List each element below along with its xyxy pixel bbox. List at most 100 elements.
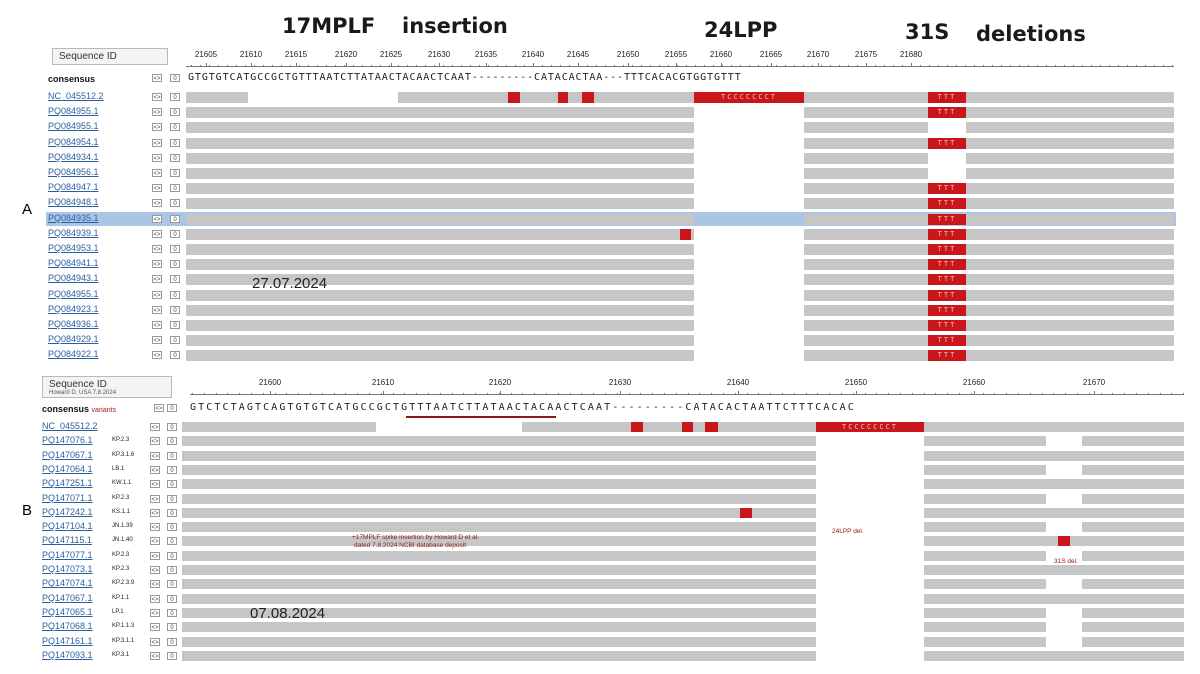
row-expand-control[interactable]: <> — [150, 508, 160, 517]
row-expand-control[interactable]: <> — [152, 275, 162, 284]
row-zero-control[interactable]: 0 — [170, 245, 180, 253]
row-expand-control[interactable]: <> — [152, 290, 162, 299]
sequence-id-link[interactable]: PQ084936.1 — [48, 319, 99, 329]
sequence-id-link[interactable]: PQ147064.1 — [42, 463, 93, 474]
row-expand-control[interactable]: <> — [152, 199, 162, 208]
sequence-id-link[interactable]: PQ084954.1 — [48, 136, 99, 147]
row-expand-control[interactable]: <> — [152, 245, 162, 253]
row-expand-control[interactable]: <> — [152, 153, 162, 162]
consensus-zero-control[interactable]: 0 — [167, 404, 177, 412]
row-zero-control[interactable]: 0 — [167, 423, 177, 431]
row-expand-control[interactable]: <> — [152, 336, 162, 345]
sequence-id-link[interactable]: PQ147067.1 — [42, 592, 93, 603]
row-zero-control[interactable]: 0 — [167, 465, 177, 474]
row-zero-control[interactable]: 0 — [167, 651, 177, 660]
row-expand-control[interactable]: <> — [150, 423, 160, 431]
row-expand-control[interactable]: <> — [150, 623, 160, 632]
row-zero-control[interactable]: 0 — [170, 123, 180, 132]
sequence-id-link[interactable]: PQ084956.1 — [48, 167, 99, 177]
row-expand-control[interactable]: <> — [150, 451, 160, 460]
row-zero-control[interactable]: 0 — [167, 437, 177, 446]
row-expand-control[interactable]: <> — [152, 184, 162, 193]
row-zero-control[interactable]: 0 — [170, 108, 180, 117]
sequence-id-link[interactable]: PQ147068.1 — [42, 621, 93, 632]
sequence-id-link[interactable]: PQ147115.1 — [42, 535, 92, 546]
row-zero-control[interactable]: 0 — [167, 623, 177, 632]
row-zero-control[interactable]: 0 — [170, 290, 180, 299]
row-zero-control[interactable]: 0 — [170, 336, 180, 345]
row-zero-control[interactable]: 0 — [170, 275, 180, 284]
sequence-id-button[interactable]: Sequence ID — [52, 48, 168, 65]
sequence-id-link[interactable]: PQ147161.1 — [42, 635, 93, 646]
sequence-id-link[interactable]: PQ147076.1 — [42, 435, 93, 446]
consensus-zero-control[interactable]: 0 — [170, 74, 180, 82]
sequence-id-link[interactable]: PQ084955.1 — [48, 288, 99, 299]
row-zero-control[interactable]: 0 — [167, 451, 177, 460]
consensus-expand-control[interactable]: <> — [152, 74, 162, 82]
sequence-id-link[interactable]: PQ147067.1 — [42, 449, 93, 460]
row-expand-control[interactable]: <> — [150, 637, 160, 646]
sequence-id-link[interactable]: PQ084922.1 — [48, 349, 99, 360]
row-zero-control[interactable]: 0 — [170, 351, 180, 360]
row-zero-control[interactable]: 0 — [167, 608, 177, 617]
row-expand-control[interactable]: <> — [152, 93, 162, 101]
row-expand-control[interactable]: <> — [150, 551, 160, 560]
sequence-id-link[interactable]: PQ147071.1 — [42, 492, 93, 503]
row-expand-control[interactable]: <> — [152, 214, 162, 223]
row-zero-control[interactable]: 0 — [170, 93, 180, 101]
row-expand-control[interactable]: <> — [150, 608, 160, 617]
row-expand-control[interactable]: <> — [150, 480, 160, 489]
sequence-id-link[interactable]: PQ147242.1 — [42, 506, 93, 517]
sequence-id-button[interactable]: Sequence ID Howard D. USA 7.8.2024 — [42, 376, 172, 398]
row-zero-control[interactable]: 0 — [167, 594, 177, 603]
sequence-id-link[interactable]: PQ147104.1 — [42, 521, 93, 532]
row-zero-control[interactable]: 0 — [167, 523, 177, 532]
row-expand-control[interactable]: <> — [152, 260, 162, 269]
row-zero-control[interactable]: 0 — [170, 214, 180, 223]
row-zero-control[interactable]: 0 — [170, 138, 180, 147]
row-expand-control[interactable]: <> — [150, 537, 160, 546]
row-zero-control[interactable]: 0 — [167, 508, 177, 517]
row-expand-control[interactable]: <> — [152, 123, 162, 132]
row-zero-control[interactable]: 0 — [167, 537, 177, 546]
row-zero-control[interactable]: 0 — [170, 260, 180, 269]
row-expand-control[interactable]: <> — [150, 523, 160, 532]
row-zero-control[interactable]: 0 — [170, 199, 180, 208]
row-expand-control[interactable]: <> — [152, 138, 162, 147]
row-zero-control[interactable]: 0 — [170, 169, 180, 177]
row-zero-control[interactable]: 0 — [167, 580, 177, 589]
row-expand-control[interactable]: <> — [150, 566, 160, 574]
sequence-id-link[interactable]: PQ084948.1 — [48, 197, 99, 208]
row-zero-control[interactable]: 0 — [170, 229, 180, 238]
row-expand-control[interactable]: <> — [150, 494, 160, 503]
sequence-id-link[interactable]: PQ147093.1 — [42, 649, 93, 660]
row-expand-control[interactable]: <> — [152, 305, 162, 314]
sequence-id-link[interactable]: PQ084934.1 — [48, 151, 99, 162]
sequence-id-link[interactable]: PQ084943.1 — [48, 273, 99, 284]
row-expand-control[interactable]: <> — [152, 169, 162, 177]
row-expand-control[interactable]: <> — [150, 580, 160, 589]
row-zero-control[interactable]: 0 — [170, 305, 180, 314]
sequence-id-link[interactable]: PQ147065.1 — [42, 606, 93, 617]
sequence-id-link[interactable]: PQ084955.1 — [48, 121, 99, 132]
row-zero-control[interactable]: 0 — [170, 184, 180, 193]
sequence-id-link[interactable]: PQ084939.1 — [48, 227, 99, 238]
row-zero-control[interactable]: 0 — [167, 480, 177, 489]
sequence-id-link[interactable]: PQ147074.1 — [42, 578, 93, 589]
row-zero-control[interactable]: 0 — [167, 551, 177, 560]
sequence-id-link[interactable]: PQ147073.1 — [42, 564, 93, 574]
row-expand-control[interactable]: <> — [150, 437, 160, 446]
sequence-id-link[interactable]: PQ084929.1 — [48, 334, 99, 345]
sequence-id-link[interactable]: PQ084941.1 — [48, 258, 99, 269]
row-zero-control[interactable]: 0 — [170, 321, 180, 329]
sequence-id-link[interactable]: PQ084955.1 — [48, 106, 99, 117]
sequence-id-link[interactable]: PQ084935.1 — [48, 212, 99, 223]
row-zero-control[interactable]: 0 — [167, 494, 177, 503]
row-expand-control[interactable]: <> — [152, 229, 162, 238]
sequence-id-link[interactable]: PQ147077.1 — [42, 549, 93, 560]
row-expand-control[interactable]: <> — [152, 321, 162, 329]
row-zero-control[interactable]: 0 — [170, 153, 180, 162]
sequence-id-link[interactable]: NC_045512.2 — [42, 421, 98, 431]
row-expand-control[interactable]: <> — [152, 351, 162, 360]
sequence-id-link[interactable]: NC_045512.2 — [48, 91, 104, 101]
